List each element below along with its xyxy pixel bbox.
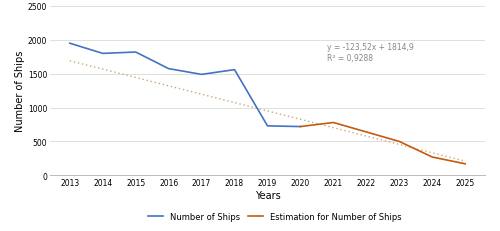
Text: y = -123,52x + 1814,9
R² = 0,9288: y = -123,52x + 1814,9 R² = 0,9288 bbox=[327, 43, 414, 62]
Number of Ships bbox=[198, 74, 204, 76]
Line: Estimation for Number of Ships: Estimation for Number of Ships bbox=[300, 123, 465, 164]
Estimation for Number of Ships bbox=[364, 131, 370, 134]
Legend: Number of Ships, Estimation for Number of Ships: Number of Ships, Estimation for Number o… bbox=[145, 209, 405, 225]
Line: Number of Ships: Number of Ships bbox=[70, 44, 300, 127]
Estimation for Number of Ships bbox=[462, 163, 468, 165]
Number of Ships bbox=[232, 69, 237, 72]
Number of Ships bbox=[264, 125, 270, 128]
Estimation for Number of Ships bbox=[430, 156, 436, 159]
X-axis label: Years: Years bbox=[254, 190, 280, 200]
Number of Ships bbox=[132, 52, 138, 54]
Y-axis label: Number of Ships: Number of Ships bbox=[15, 51, 25, 132]
Estimation for Number of Ships bbox=[330, 122, 336, 124]
Number of Ships bbox=[100, 53, 105, 55]
Estimation for Number of Ships bbox=[298, 126, 304, 128]
Estimation for Number of Ships bbox=[396, 140, 402, 143]
Number of Ships bbox=[67, 43, 73, 46]
Number of Ships bbox=[166, 68, 172, 71]
Number of Ships bbox=[298, 126, 304, 128]
